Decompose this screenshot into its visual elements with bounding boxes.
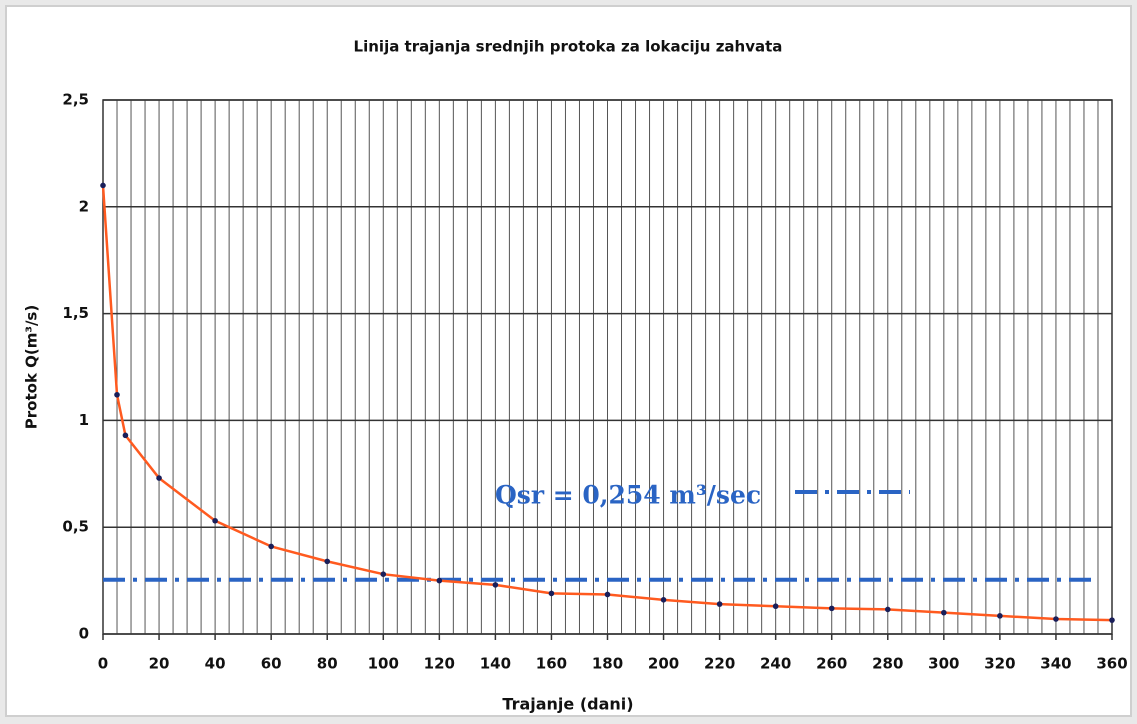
- x-tick-label: 240: [760, 655, 791, 673]
- data-point: [828, 605, 835, 612]
- y-tick-label: 2,5: [62, 91, 89, 109]
- reference-label: Qsr = 0,254 m³/sec: [495, 481, 761, 510]
- y-axis-title: Protok Q(m³/s): [23, 305, 41, 429]
- data-point: [716, 601, 723, 607]
- chart-title: Linija trajanja srednjih protoka za loka…: [354, 38, 783, 56]
- data-point: [997, 613, 1003, 619]
- x-tick-label: 140: [480, 655, 511, 673]
- x-tick-label: 160: [536, 655, 567, 673]
- y-tick-label: 2: [79, 197, 89, 215]
- x-tick-label: 220: [704, 655, 735, 673]
- data-point: [122, 432, 129, 439]
- x-tick-label: 80: [317, 655, 338, 673]
- data-point: [268, 543, 274, 550]
- grid: 0 0,5 1 1,5 2 2,5 0 20 40 60 80 100 120 140 160 180 200 2…: [62, 91, 1127, 673]
- data-point: [492, 582, 499, 588]
- data-point: [212, 517, 218, 524]
- data-point: [436, 577, 443, 584]
- y-tick-label: 1,5: [62, 304, 89, 322]
- x-tick-label: 340: [1040, 655, 1071, 673]
- x-axis-title: Trajanje (dani): [502, 695, 633, 714]
- x-tick-label: 120: [424, 655, 455, 673]
- x-tick-label: 300: [928, 655, 959, 673]
- x-tick-label: 200: [648, 655, 679, 673]
- data-point: [324, 558, 331, 565]
- data-point: [660, 597, 667, 603]
- x-tick-label: 180: [592, 655, 623, 673]
- x-tick-label: 320: [984, 655, 1015, 673]
- x-tick-label: 60: [261, 655, 282, 673]
- plot: [100, 182, 1115, 623]
- x-tick-label: 20: [149, 655, 170, 673]
- x-tick-label: 280: [872, 655, 903, 673]
- y-tick-label: 1: [79, 411, 89, 429]
- data-point: [772, 603, 779, 610]
- x-tick-label: 260: [816, 655, 847, 673]
- x-tick-label: 360: [1096, 655, 1127, 673]
- y-tick-label: 0,5: [62, 518, 89, 536]
- data-point: [156, 475, 162, 481]
- y-tick-label: 0: [79, 625, 89, 643]
- x-tick-label: 0: [98, 655, 108, 673]
- x-tick-label: 40: [205, 655, 226, 673]
- data-point: [548, 590, 555, 597]
- data-point: [884, 606, 891, 613]
- x-tick-label: 100: [368, 655, 399, 673]
- data-point: [1109, 617, 1115, 623]
- data-point: [100, 182, 106, 189]
- data-point: [604, 591, 611, 598]
- data-point: [114, 391, 120, 398]
- data-point: [380, 571, 387, 577]
- data-point: [1053, 616, 1059, 622]
- data-point: [941, 609, 947, 616]
